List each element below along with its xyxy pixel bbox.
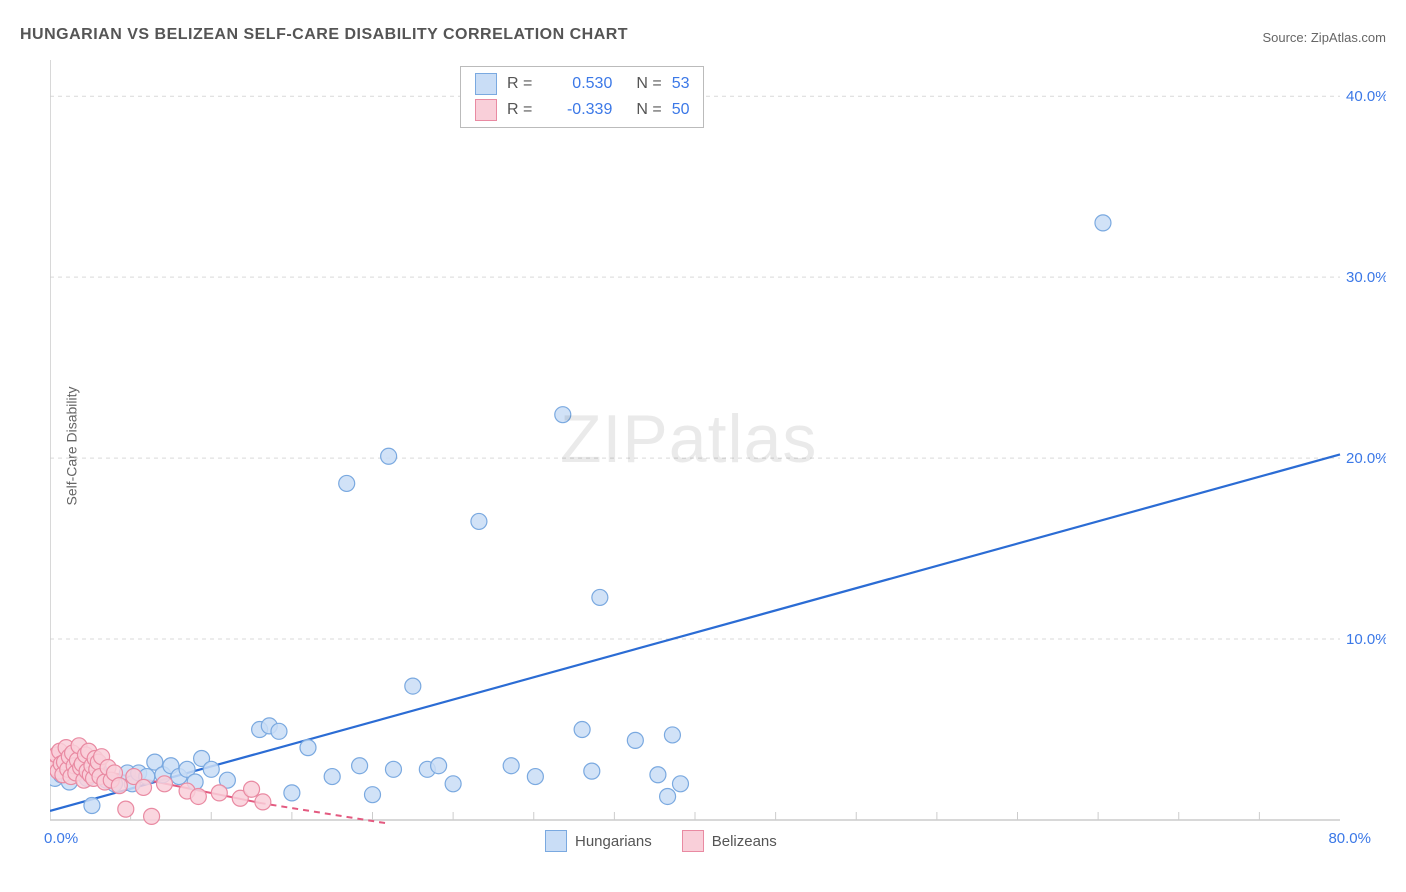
chart-svg: 10.0% 20.0% 30.0% 40.0% xyxy=(50,60,1386,840)
correlation-stats-box: R = 0.530 N = 53 R = -0.339 N = 50 xyxy=(460,66,704,128)
x-origin-label: 0.0% xyxy=(44,830,78,847)
svg-text:40.0%: 40.0% xyxy=(1346,88,1386,105)
source-link[interactable]: ZipAtlas.com xyxy=(1311,30,1386,45)
chart-container: HUNGARIAN VS BELIZEAN SELF-CARE DISABILI… xyxy=(0,0,1406,892)
stat-r-label: R = xyxy=(507,101,532,119)
stat-r-label: R = xyxy=(507,75,532,93)
stat-n-value: 53 xyxy=(672,75,690,93)
legend-label: Hungarians xyxy=(575,833,652,850)
x-max-label: 80.0% xyxy=(1328,830,1371,847)
svg-text:30.0%: 30.0% xyxy=(1346,269,1386,286)
legend-swatch xyxy=(545,830,567,852)
legend-item[interactable]: Hungarians xyxy=(545,830,652,852)
stat-n-label: N = xyxy=(636,75,661,93)
stat-swatch xyxy=(475,73,497,95)
stat-row: R = 0.530 N = 53 xyxy=(461,71,703,97)
stat-r-value: -0.339 xyxy=(542,101,612,119)
plot-area: 10.0%20.0%30.0%40.0% ZIPatlas R = 0.530N… xyxy=(50,60,1386,840)
stat-swatch xyxy=(475,99,497,121)
svg-text:10.0%: 10.0% xyxy=(1346,631,1386,648)
stat-n-label: N = xyxy=(636,101,661,119)
chart-title: HUNGARIAN VS BELIZEAN SELF-CARE DISABILI… xyxy=(20,26,628,44)
stat-r-value: 0.530 xyxy=(542,75,612,93)
stat-row: R = -0.339 N = 50 xyxy=(461,97,703,123)
legend-item[interactable]: Belizeans xyxy=(682,830,777,852)
stat-n-value: 50 xyxy=(672,101,690,119)
series-legend: Hungarians Belizeans xyxy=(545,830,777,852)
legend-swatch xyxy=(682,830,704,852)
svg-text:20.0%: 20.0% xyxy=(1346,450,1386,467)
source-attribution: Source: ZipAtlas.com xyxy=(1262,30,1386,45)
legend-label: Belizeans xyxy=(712,833,777,850)
source-prefix: Source: xyxy=(1262,30,1310,45)
